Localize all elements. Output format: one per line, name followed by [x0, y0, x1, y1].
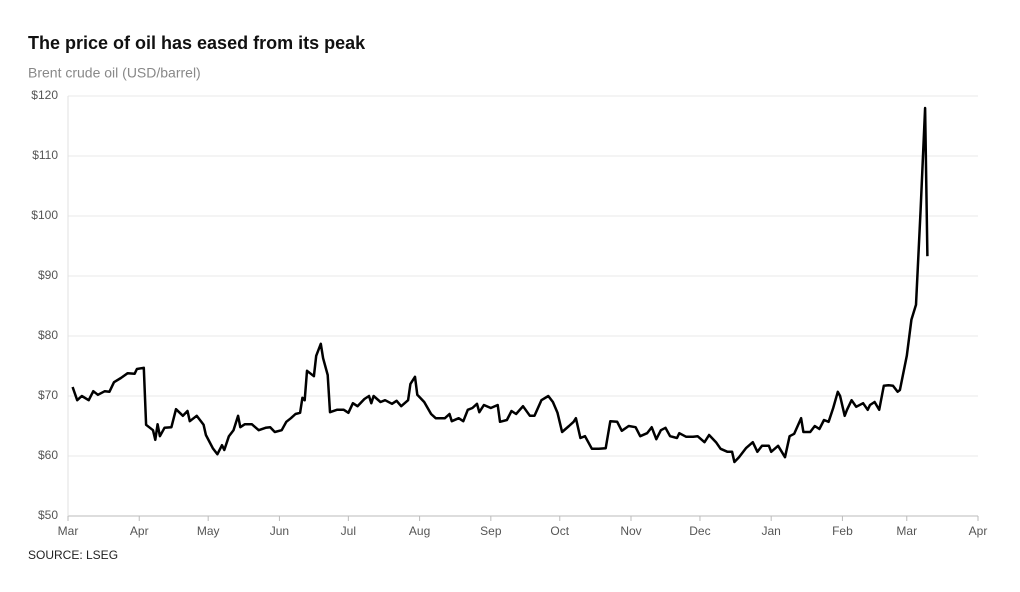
x-tick-label: Jan	[762, 524, 781, 538]
y-tick-label: $110	[32, 148, 58, 162]
x-tick-label: Feb	[832, 524, 853, 538]
x-tick-label: Jun	[270, 524, 289, 538]
x-tick-label: Oct	[550, 524, 569, 538]
x-tick-label: Aug	[409, 524, 430, 538]
y-tick-label: $50	[38, 508, 58, 522]
y-tick-label: $120	[31, 88, 58, 102]
y-tick-label: $60	[38, 448, 58, 462]
x-tick-label: Dec	[689, 524, 710, 538]
y-tick-label: $80	[38, 328, 58, 342]
chart-title: The price of oil has eased from its peak	[28, 33, 366, 53]
y-tick-label: $100	[31, 208, 58, 222]
y-tick-label: $70	[38, 388, 58, 402]
x-tick-label: Jul	[341, 524, 356, 538]
x-tick-label: Nov	[620, 524, 641, 538]
source: SOURCE: LSEG	[28, 548, 118, 562]
x-tick-label: Apr	[969, 524, 988, 538]
x-tick-label: Apr	[130, 524, 149, 538]
chart-subtitle: Brent crude oil (USD/barrel)	[28, 65, 201, 81]
y-tick-label: $90	[38, 268, 58, 282]
x-tick-label: Mar	[58, 524, 79, 538]
x-tick-label: Sep	[480, 524, 502, 538]
x-tick-label: May	[197, 524, 220, 538]
price-line	[71, 106, 929, 464]
x-tick-label: Mar	[896, 524, 917, 538]
